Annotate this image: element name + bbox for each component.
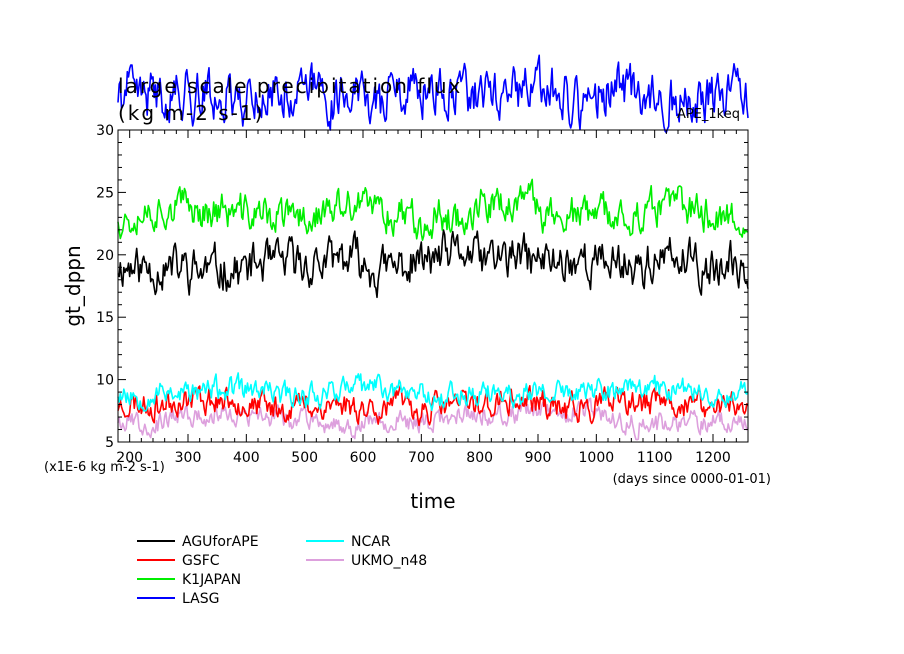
x-tick-label: 500: [291, 450, 318, 466]
legend-label: NCAR: [351, 534, 391, 550]
series-line-ukmo_n48: [117, 397, 749, 441]
legend-item-gsfc: GSFC: [137, 553, 220, 569]
legend-label: K1JAPAN: [182, 572, 241, 588]
legend-label: UKMO_n48: [351, 553, 427, 569]
y-unit-note: (x1E-6 kg m-2 s-1): [44, 460, 165, 475]
x-tick-label: 900: [525, 450, 552, 466]
series-line-aguforape: [117, 229, 749, 299]
legend-label: LASG: [182, 591, 219, 607]
legend-item-ncar: NCAR: [306, 534, 391, 550]
dataset-label: APE_1keq: [677, 107, 740, 122]
x-tick-label: 1200: [695, 450, 731, 466]
x-tick-label: 600: [350, 450, 377, 466]
legend-item-ukmo_n48: UKMO_n48: [306, 553, 427, 569]
x-tick-label: 400: [233, 450, 260, 466]
series-line-gsfc: [117, 384, 749, 427]
x-tick-label: 300: [175, 450, 202, 466]
x-tick-label: 700: [408, 450, 435, 466]
x-tick-label: 1100: [637, 450, 673, 466]
y-tick-label: 10: [96, 373, 114, 389]
y-tick-label: 15: [96, 310, 114, 326]
x-tick-label: 1000: [579, 450, 615, 466]
series-line-k1japan: [117, 178, 749, 241]
chart-title: large scale precipitation flux: [118, 74, 462, 98]
legend-item-k1japan: K1JAPAN: [137, 572, 241, 588]
series-layer: [117, 54, 749, 441]
x-unit-note: (days since 0000-01-01): [613, 472, 771, 487]
x-axis-label: time: [410, 489, 455, 513]
legend: AGUforAPE GSFC K1JAPAN LASG NCAR UKMO_n48: [137, 534, 427, 607]
y-tick-label: 30: [96, 123, 114, 139]
y-tick-label: 20: [96, 248, 114, 264]
y-tick-label: 5: [105, 435, 114, 451]
y-axis-label: gt_dppn: [61, 245, 85, 326]
x-tick-label: 800: [466, 450, 493, 466]
legend-item-aguforape: AGUforAPE: [137, 534, 259, 550]
title-layer: large scale precipitation flux (kg m-2 s…: [118, 74, 740, 125]
series-line-ncar: [117, 372, 749, 412]
legend-label: GSFC: [182, 553, 220, 569]
x-tick-label: 200: [116, 450, 143, 466]
series-line-lasg: [117, 54, 749, 134]
plot-frame: [117, 129, 749, 443]
axes-layer: 200 300 400 500 600 700 800 900 1000 1100 1200 5 10 1…: [96, 123, 749, 466]
chart-title-units: (kg m-2 s-1): [118, 101, 264, 125]
legend-item-lasg: LASG: [137, 591, 219, 607]
legend-label: AGUforAPE: [182, 534, 259, 550]
y-tick-label: 25: [96, 185, 114, 201]
